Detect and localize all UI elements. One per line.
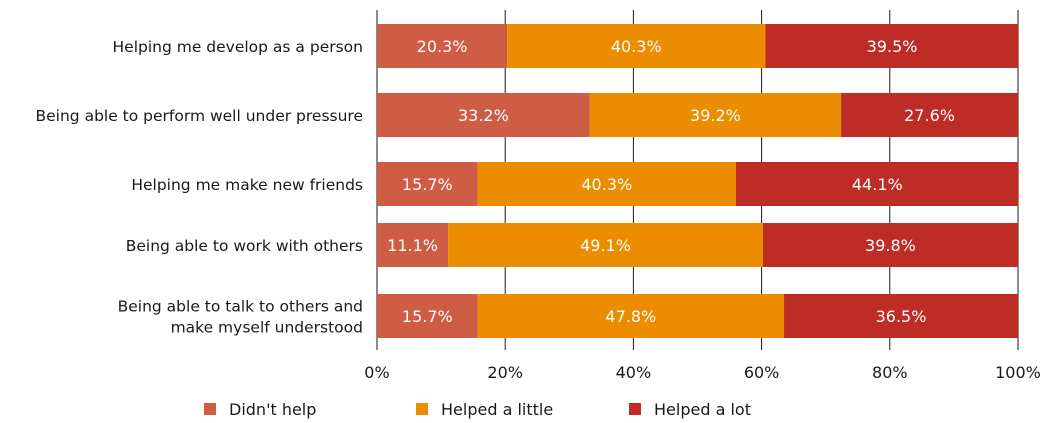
bar-segment (507, 24, 766, 68)
x-tick-label: 0% (364, 363, 389, 382)
bar-segment (448, 223, 763, 267)
data-label: 39.2% (690, 106, 741, 125)
bar-segment (377, 24, 508, 68)
x-tick-label: 80% (872, 363, 908, 382)
data-label: 15.7% (402, 307, 453, 326)
bar-segment (477, 162, 736, 206)
bar-segment (589, 93, 842, 137)
data-label: 36.5% (876, 307, 927, 326)
bar-segment (762, 223, 1018, 267)
data-label: 40.3% (581, 175, 632, 194)
legend-swatch (629, 403, 641, 415)
category-label: make myself understood (171, 319, 363, 337)
bar-segment (735, 162, 1019, 206)
legend: Didn't help Helped a little Helped a lot (204, 400, 751, 419)
bars: 20.3% 40.3% 39.5% 33.2% 39.2% 27.6% 15.7% 40.3%… (377, 24, 1019, 338)
bar-segment (377, 294, 478, 338)
data-label: 27.6% (904, 106, 955, 125)
bar-segment (377, 162, 478, 206)
x-tick-label: 60% (744, 363, 780, 382)
bar-segment (841, 93, 1018, 137)
category-label: Helping me make new friends (131, 176, 363, 194)
legend-label: Helped a little (441, 400, 553, 419)
data-label: 15.7% (402, 175, 453, 194)
x-tick-label: 100% (995, 363, 1041, 382)
bar-segment (784, 294, 1018, 338)
data-label: 39.8% (865, 236, 916, 255)
category-label: Being able to work with others (126, 237, 363, 255)
category-label: Helping me develop as a person (113, 38, 364, 56)
legend-label: Helped a lot (654, 400, 751, 419)
data-label: 49.1% (580, 236, 631, 255)
legend-swatch (416, 403, 428, 415)
x-tick-label: 20% (487, 363, 523, 382)
data-label: 47.8% (605, 307, 656, 326)
bar-segment (377, 223, 449, 267)
category-label: Being able to perform well under pressur… (36, 107, 364, 125)
bar-segment (477, 294, 785, 338)
data-label: 39.5% (867, 37, 918, 56)
legend-swatch (204, 403, 216, 415)
data-label: 33.2% (458, 106, 509, 125)
bar-segment (377, 93, 590, 137)
category-labels: Helping me develop as a person Being able… (36, 38, 364, 337)
data-label: 20.3% (417, 37, 468, 56)
data-label: 40.3% (611, 37, 662, 56)
x-axis-ticks: 0% 20% 40% 60% 80% 100% (364, 363, 1041, 382)
data-label: 44.1% (852, 175, 903, 194)
legend-label: Didn't help (229, 400, 316, 419)
data-label: 11.1% (387, 236, 438, 255)
x-tick-label: 40% (616, 363, 652, 382)
category-label: Being able to talk to others and (118, 298, 363, 316)
bar-segment (765, 24, 1019, 68)
